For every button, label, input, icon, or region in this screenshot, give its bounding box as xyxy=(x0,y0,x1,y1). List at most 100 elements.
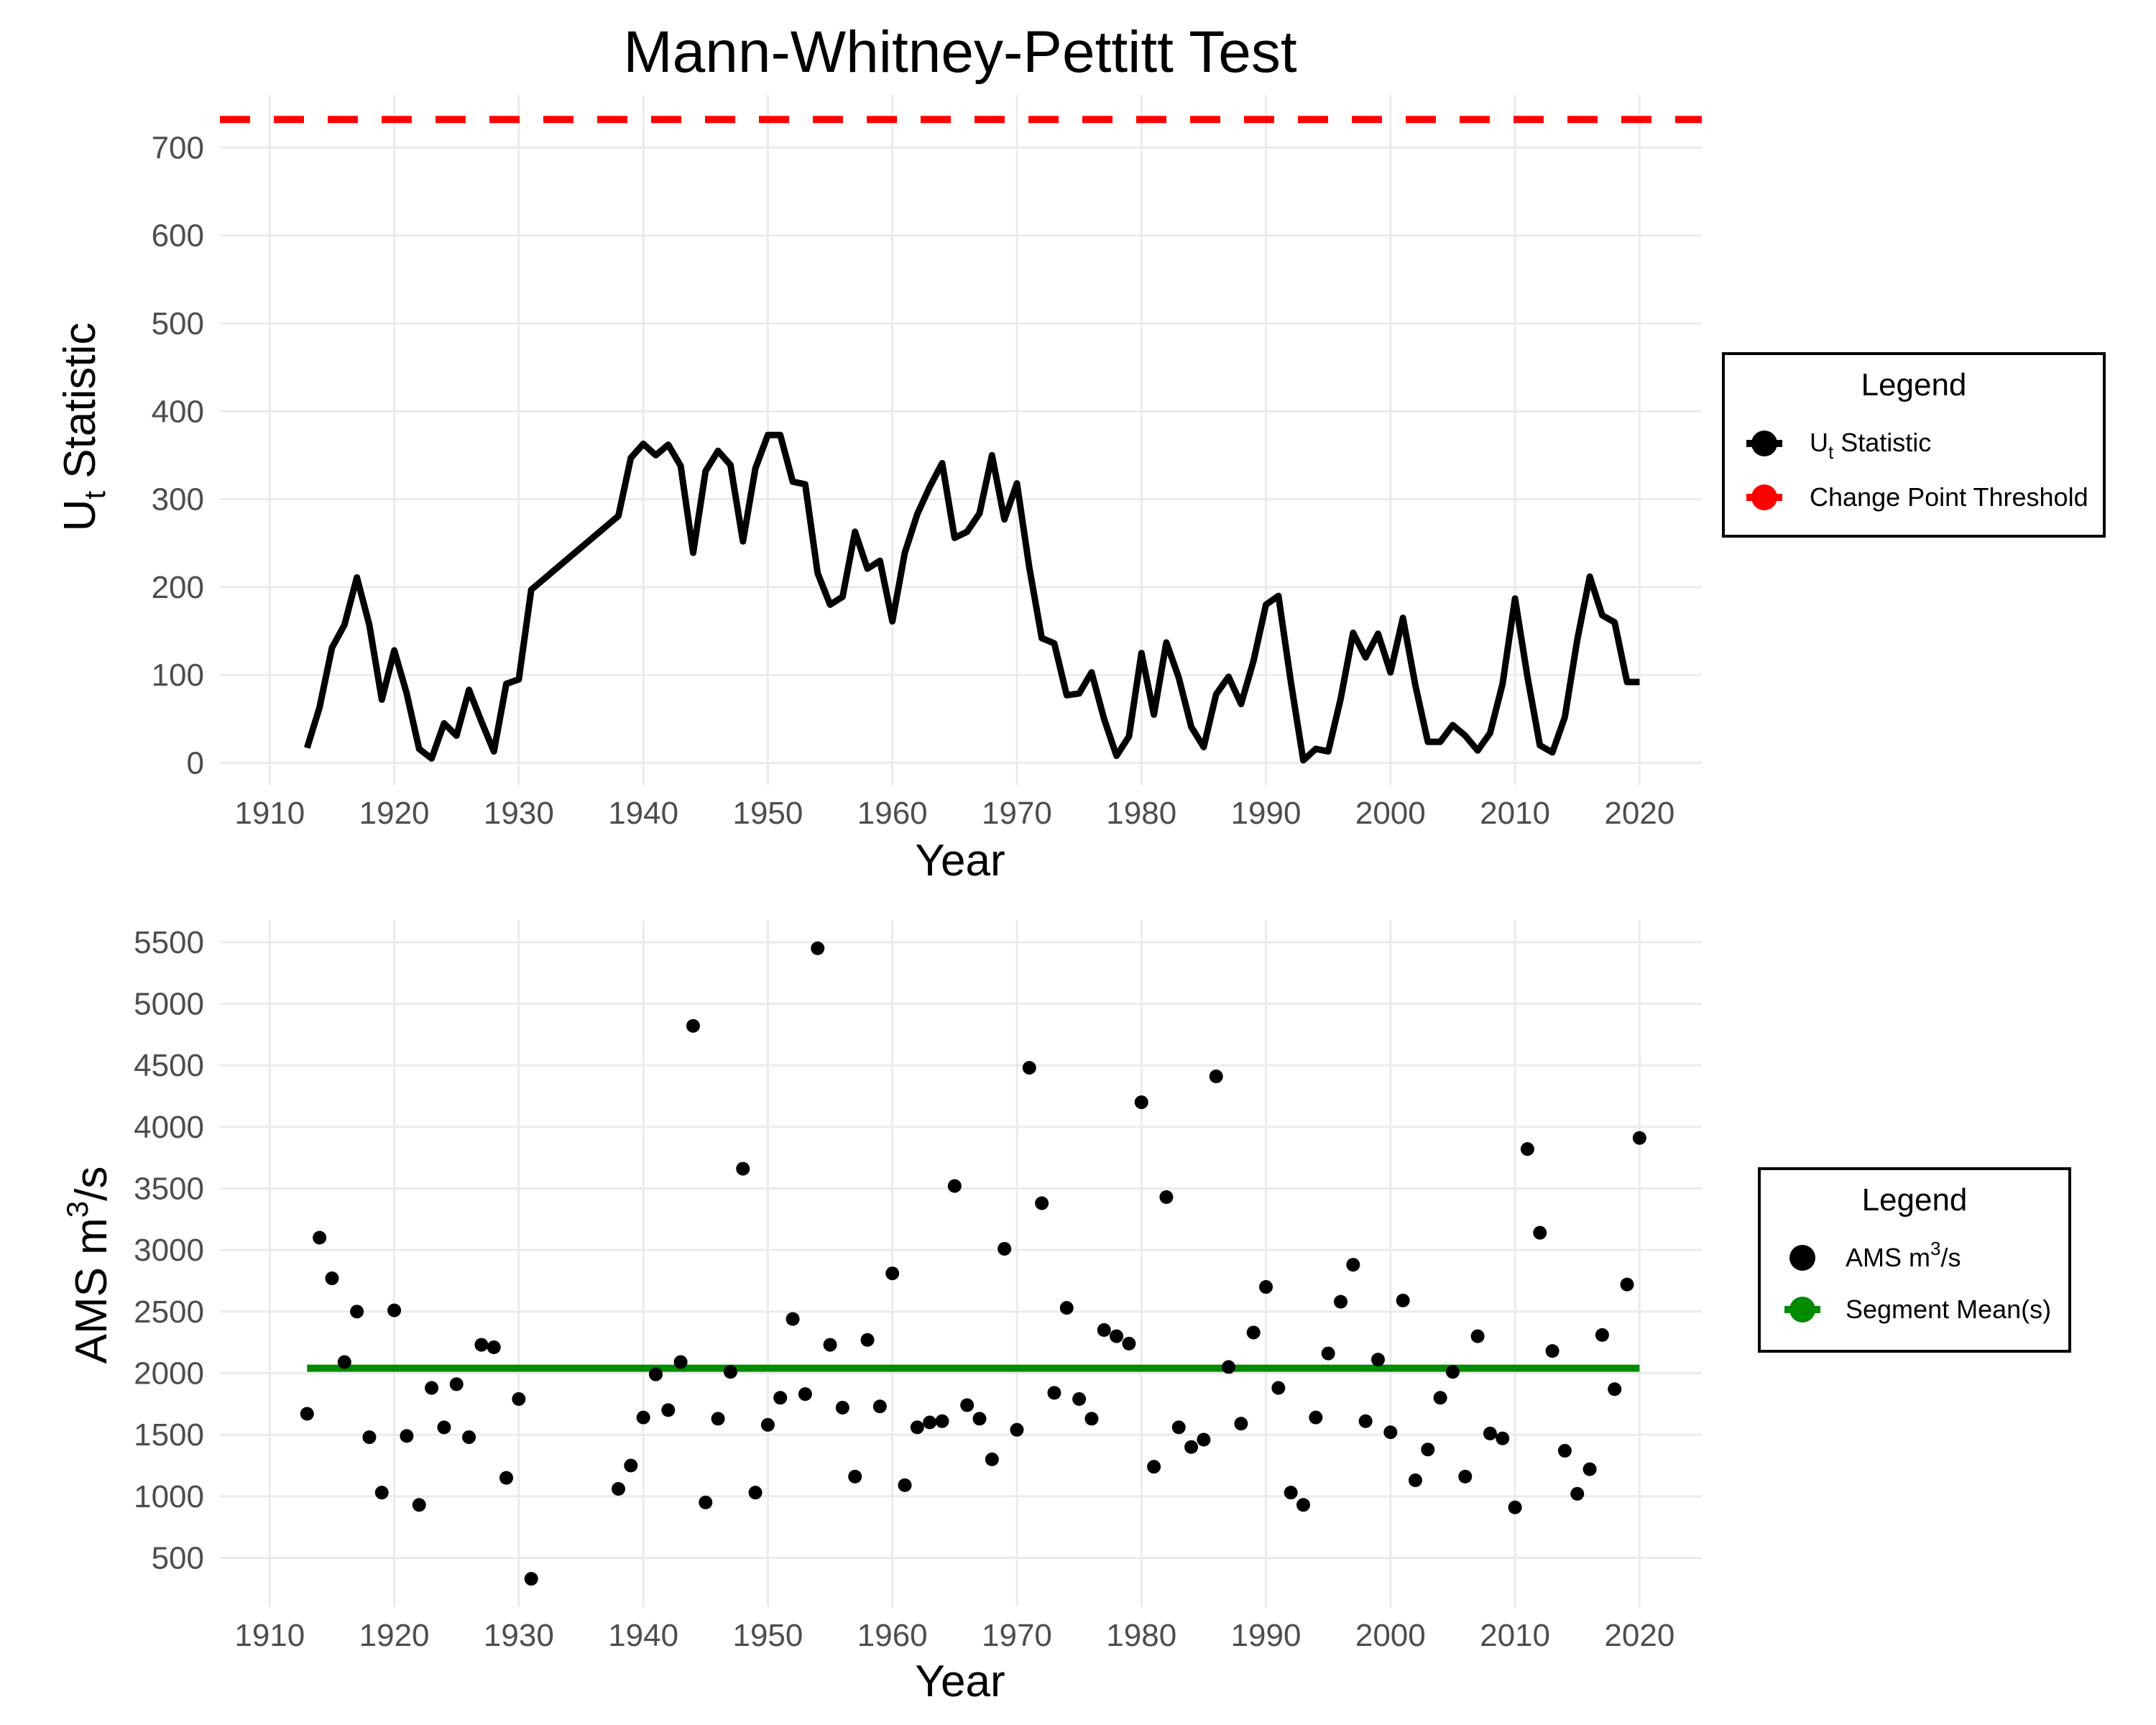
ams-x-tick-label: 1980 xyxy=(1106,1618,1176,1653)
ams-data-point xyxy=(661,1403,676,1417)
ams-y-tick-label: 3000 xyxy=(134,1233,204,1268)
ams-data-point xyxy=(947,1179,962,1193)
ams-data-point xyxy=(736,1162,750,1176)
ams-data-point xyxy=(1346,1258,1360,1272)
ut-y-tick-label: 100 xyxy=(152,658,204,693)
ams-data-point xyxy=(462,1430,476,1445)
threshold-legend-label: Change Point Threshold xyxy=(1810,482,2088,512)
ams-x-tick-label: 1970 xyxy=(982,1618,1052,1653)
ams-y-tick-label: 4500 xyxy=(134,1048,204,1083)
ams-y-tick-labels: 500 1000 1500 2000 2500 3000 3500 4000 4500 5000 5… xyxy=(134,925,204,1576)
ut-y-tick-labels: 0 100 200 300 400 500 600 700 xyxy=(152,130,204,781)
ams-data-point xyxy=(1470,1329,1485,1343)
ams-data-point xyxy=(848,1469,862,1484)
ams-data-point xyxy=(1159,1190,1174,1204)
ams-data-point xyxy=(1595,1328,1609,1342)
ams-data-point xyxy=(499,1471,514,1485)
ut-legend-label: Ut Statistic xyxy=(1810,428,1931,463)
ams-data-point xyxy=(1047,1386,1061,1400)
ams-data-point xyxy=(1022,1061,1036,1075)
ams-data-point xyxy=(760,1417,775,1432)
ams-data-point xyxy=(474,1338,489,1352)
ams-data-point xyxy=(1309,1410,1323,1425)
chart-title: Mann-Whitney-Pettitt Test xyxy=(623,19,1296,85)
ams-data-point xyxy=(1122,1336,1136,1351)
ams-x-tick-label: 2000 xyxy=(1355,1618,1426,1653)
ams-data-point xyxy=(325,1271,339,1286)
ut-x-tick-label: 2020 xyxy=(1604,796,1674,831)
ams-data-point xyxy=(1110,1329,1124,1343)
ams-data-point xyxy=(998,1241,1012,1256)
ams-y-tick-label: 1500 xyxy=(134,1417,204,1453)
ams-data-point xyxy=(1396,1293,1410,1307)
ams-data-point xyxy=(1271,1381,1286,1395)
ams-y-axis-title: AMS m3/s xyxy=(60,1167,116,1364)
ams-data-point xyxy=(860,1333,875,1347)
ams-data-point xyxy=(1483,1426,1497,1440)
ams-y-tick-label: 2500 xyxy=(134,1294,204,1330)
ams-data-point xyxy=(1632,1131,1646,1145)
ams-legend-key-point xyxy=(1789,1245,1815,1271)
ams-data-point xyxy=(1035,1196,1049,1210)
ams-data-point xyxy=(1234,1417,1248,1431)
ut-legend: Legend Ut Statistic Change Point Thresho… xyxy=(1722,352,2106,538)
threshold-legend-key-point xyxy=(1751,484,1777,510)
ams-data-point xyxy=(636,1410,650,1425)
ut-y-tick-label: 700 xyxy=(152,130,204,165)
ams-x-tick-labels: 1910 1920 1930 1940 1950 1960 1970 1980 1990 2000… xyxy=(234,1618,1674,1653)
ams-x-axis-title: Year xyxy=(915,1657,1005,1706)
ams-data-point xyxy=(1508,1500,1522,1514)
ams-data-point xyxy=(1458,1469,1473,1484)
ut-y-tick-label: 0 xyxy=(187,745,204,781)
ams-data-point xyxy=(1010,1422,1024,1437)
ams-data-point xyxy=(1408,1473,1422,1488)
ut-y-axis-title: Ut Statistic xyxy=(55,323,111,532)
ams-data-point xyxy=(362,1430,377,1445)
ams-data-point xyxy=(1246,1325,1261,1340)
ams-y-tick-label: 1000 xyxy=(134,1479,204,1514)
ut-x-tick-label: 1990 xyxy=(1231,796,1302,831)
ams-marks xyxy=(300,941,1646,1586)
ams-data-point xyxy=(1383,1425,1398,1440)
ams-y-tick-label: 5500 xyxy=(134,925,204,960)
ams-data-point xyxy=(1184,1440,1199,1454)
ams-data-point xyxy=(723,1365,737,1379)
ams-data-point xyxy=(823,1338,837,1352)
ams-data-point xyxy=(1321,1346,1335,1361)
ams-data-point xyxy=(300,1407,314,1421)
ams-data-point xyxy=(1445,1365,1460,1379)
ams-data-point xyxy=(872,1399,887,1414)
ams-data-point xyxy=(1545,1344,1560,1358)
ams-data-point xyxy=(1333,1294,1348,1309)
segment-mean-legend-label: Segment Mean(s) xyxy=(1846,1294,2051,1324)
ams-legend-title: Legend xyxy=(1862,1182,1968,1218)
ams-data-point xyxy=(960,1398,975,1412)
ams-data-point xyxy=(673,1355,688,1369)
ams-data-point xyxy=(748,1486,763,1500)
ams-data-point xyxy=(648,1367,663,1381)
ams-data-point xyxy=(935,1414,949,1428)
ams-x-tick-label: 1940 xyxy=(608,1618,678,1653)
ams-data-point xyxy=(374,1486,389,1500)
ut-x-tick-label: 1960 xyxy=(857,796,928,831)
ams-data-point xyxy=(1259,1280,1273,1294)
ams-data-point xyxy=(1620,1277,1634,1292)
ams-data-point xyxy=(512,1392,526,1406)
ams-data-point xyxy=(1134,1095,1148,1110)
ams-data-point xyxy=(885,1266,900,1281)
ams-data-point xyxy=(798,1387,812,1402)
ut-marks xyxy=(220,116,1702,764)
ams-data-point xyxy=(1147,1460,1161,1474)
ams-x-tick-label: 1950 xyxy=(732,1618,803,1653)
ams-data-point xyxy=(1570,1486,1585,1501)
ut-x-tick-label: 1920 xyxy=(359,796,430,831)
ams-data-point xyxy=(1496,1431,1510,1445)
ams-x-tick-label: 2020 xyxy=(1604,1618,1674,1653)
ams-y-tick-label: 5000 xyxy=(134,987,204,1022)
ams-data-point xyxy=(1520,1142,1534,1156)
ams-data-point xyxy=(313,1230,327,1245)
ams-data-point xyxy=(1608,1382,1622,1397)
ut-x-tick-label: 1930 xyxy=(484,796,554,831)
ams-data-point xyxy=(437,1420,451,1435)
